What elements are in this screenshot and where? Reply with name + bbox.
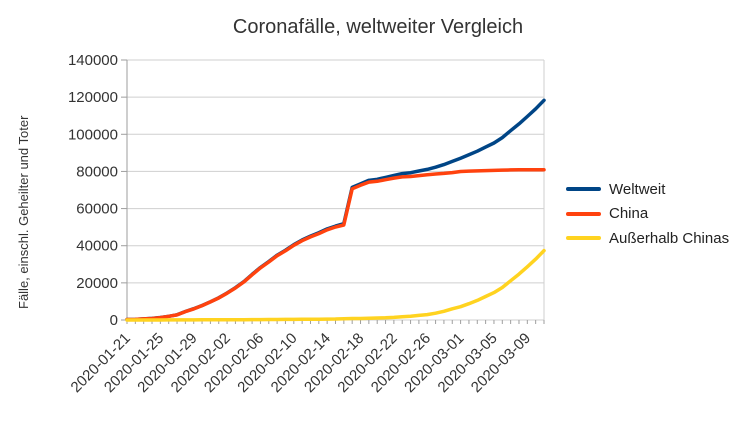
y-tick-label: 0 [110,312,118,329]
y-tick-label: 80000 [76,163,118,180]
series-line-2 [125,248,546,322]
legend-label-weltweit: Weltweit [609,180,666,198]
legend: Weltweit China Außerhalb Chinas [566,177,729,251]
legend-swatch-ausserhalb-chinas [566,236,601,241]
legend-item-weltweit: Weltweit [566,177,729,202]
legend-label-ausserhalb-chinas: Außerhalb Chinas [609,229,730,247]
chart-title: Coronafälle, weltweiter Vergleich [232,16,524,38]
y-tick-label: 120000 [68,89,118,106]
legend-item-china: China [566,202,729,227]
y-tick-label: 140000 [68,52,118,69]
legend-label-china: China [609,205,649,223]
y-tick-label: 40000 [76,238,118,255]
series-line-1 [125,167,546,322]
y-tick-label: 60000 [76,201,118,218]
legend-swatch-china [566,211,601,216]
legend-item-ausserhalb-chinas: Außerhalb Chinas [566,226,729,251]
y-tick-label: 100000 [68,126,118,143]
series-line-0 [125,98,546,322]
y-tick-label: 20000 [76,275,118,292]
legend-swatch-weltweit [566,187,601,192]
